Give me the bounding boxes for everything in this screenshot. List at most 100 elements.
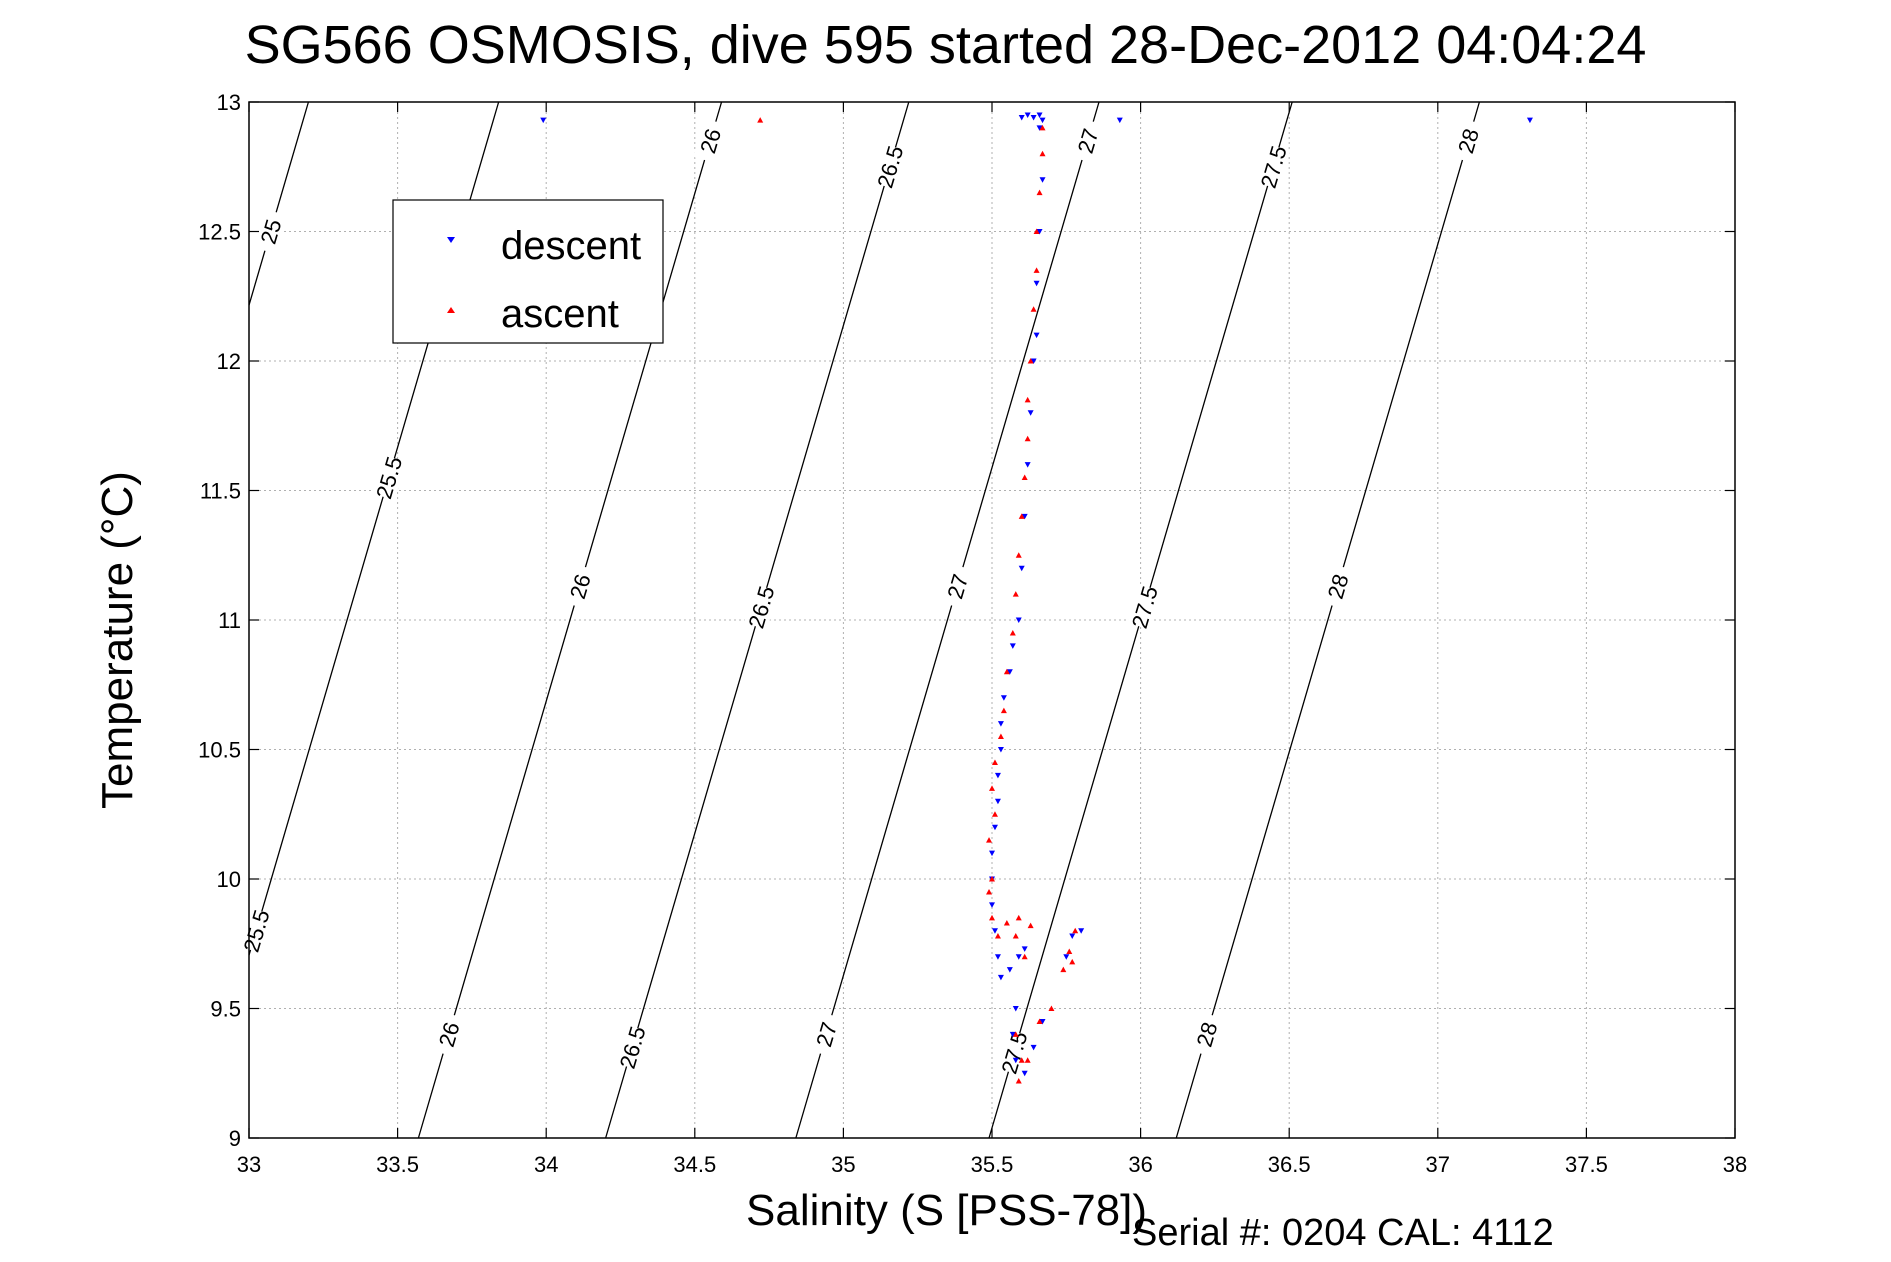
contour-label-bg [615, 1024, 650, 1070]
descent-point [540, 117, 547, 124]
ascent-point [1033, 267, 1040, 273]
descent-point [1024, 112, 1031, 118]
descent-point [994, 772, 1001, 779]
x-tick-label: 34 [534, 1152, 558, 1177]
contour-label-bg [371, 454, 406, 501]
contour-label-bg [743, 584, 779, 630]
contour-label-bg [1127, 584, 1162, 630]
ascent-point [1021, 474, 1028, 481]
y-tick-label: 9 [229, 1126, 241, 1151]
descent-point [1009, 1031, 1016, 1038]
ascent-point [1024, 396, 1031, 403]
y-tick-label: 12.5 [198, 220, 241, 245]
descent-point [1078, 928, 1085, 934]
legend-marker-ascent [447, 307, 455, 313]
contour-label-bg [809, 1011, 844, 1057]
descent-point [1000, 695, 1007, 701]
ascent-point [1072, 927, 1079, 934]
ascent-point [1003, 920, 1010, 926]
descent-point [1024, 462, 1031, 468]
chart-title: SG566 OSMOSIS, dive 595 started 28-Dec-2… [244, 15, 1647, 75]
y-tick-label: 10.5 [198, 738, 241, 763]
x-tick-label: 33.5 [376, 1152, 419, 1177]
y-tick-label: 11 [218, 608, 241, 633]
contour-label-bg [872, 144, 907, 190]
ascent-point [1018, 513, 1025, 519]
descent-point [1018, 115, 1025, 121]
ascent-point [1036, 1018, 1043, 1024]
ascent-point [1024, 435, 1031, 442]
ascent-point [986, 837, 993, 843]
ascent-point [989, 785, 995, 791]
ascent-point [1003, 668, 1010, 675]
descent-point [997, 721, 1004, 727]
x-tick-label: 35 [831, 1152, 855, 1177]
descent-point [1012, 1057, 1019, 1064]
descent-point [997, 747, 1004, 753]
ascent-point [1060, 966, 1067, 973]
x-tick-label: 34.5 [673, 1152, 716, 1177]
ascent-point [994, 932, 1001, 939]
descent-point [994, 954, 1001, 960]
descent-point [1012, 1006, 1019, 1012]
y-tick-label: 11.5 [200, 479, 241, 504]
ascent-point [1021, 953, 1028, 960]
y-axis-label-wrap: Temperature (°C) [93, 471, 178, 809]
x-tick-label: 38 [1723, 1152, 1747, 1177]
isopycnal-contours: 2525.525.526262626.526.526.527272727.527… [239, 101, 1486, 1139]
descent-point [1036, 125, 1043, 131]
serial-cal-label: Serial #: 0204 CAL: 4112 [1132, 1212, 1554, 1254]
ascent-point [1009, 629, 1016, 636]
contour-label-bg [693, 118, 728, 164]
x-axis-label: Salinity (S [PSS-78]) [746, 1186, 1148, 1235]
contour-label: 27.5 [1256, 143, 1292, 191]
descent-point [1036, 229, 1043, 235]
contour-label-bg [1189, 1011, 1224, 1057]
y-axis-label: Temperature (°C) [93, 471, 142, 809]
legend-marker-descent [447, 237, 455, 243]
y-tick-label: 10 [217, 867, 241, 892]
descent-point [1030, 115, 1037, 121]
data-points [540, 112, 1533, 1084]
ascent-point [1027, 358, 1034, 364]
descent-point [1021, 1070, 1028, 1077]
contour-label-bg [1450, 118, 1486, 164]
isopycnal-27 [795, 101, 1100, 1139]
ascent-point [1027, 922, 1034, 929]
descent-point [1069, 933, 1076, 939]
x-tick-label: 36.5 [1268, 1152, 1311, 1177]
legend: descent ascent [392, 199, 664, 344]
y-tick-label: 12 [217, 349, 241, 374]
ascent-point [1015, 1078, 1022, 1084]
descent-point [1027, 410, 1034, 416]
descent-point [991, 928, 998, 934]
ascent-point [1030, 306, 1037, 312]
descent-point [1063, 954, 1070, 960]
descent-point [1030, 358, 1037, 364]
descent-point [1006, 669, 1013, 675]
ascent-point [1000, 707, 1007, 714]
contour-label: 27.5 [1127, 583, 1163, 631]
contour-label: 26.5 [743, 583, 779, 631]
ascent-point [1015, 552, 1022, 558]
contour-label-bg [562, 563, 597, 609]
contour-label-bg [1070, 118, 1105, 164]
y-tick-label: 13 [217, 90, 241, 115]
contour-label: 26.5 [872, 143, 908, 191]
y-tick-label: 9.5 [210, 997, 241, 1022]
ascent-point [991, 759, 998, 765]
descent-point [1006, 967, 1013, 973]
ascent-point [1012, 591, 1019, 597]
x-tick-label: 37 [1426, 1152, 1450, 1177]
x-tick-label: 36 [1128, 1152, 1152, 1177]
ascent-point [1048, 1005, 1055, 1011]
ascent-point [1033, 228, 1040, 234]
x-tick-label: 37.5 [1565, 1152, 1608, 1177]
ascent-point [1036, 189, 1043, 196]
descent-point [1021, 513, 1028, 520]
ascent-point [991, 811, 998, 817]
ascent-point [1018, 1057, 1025, 1063]
descent-point [997, 974, 1004, 981]
descent-point [1116, 117, 1123, 124]
